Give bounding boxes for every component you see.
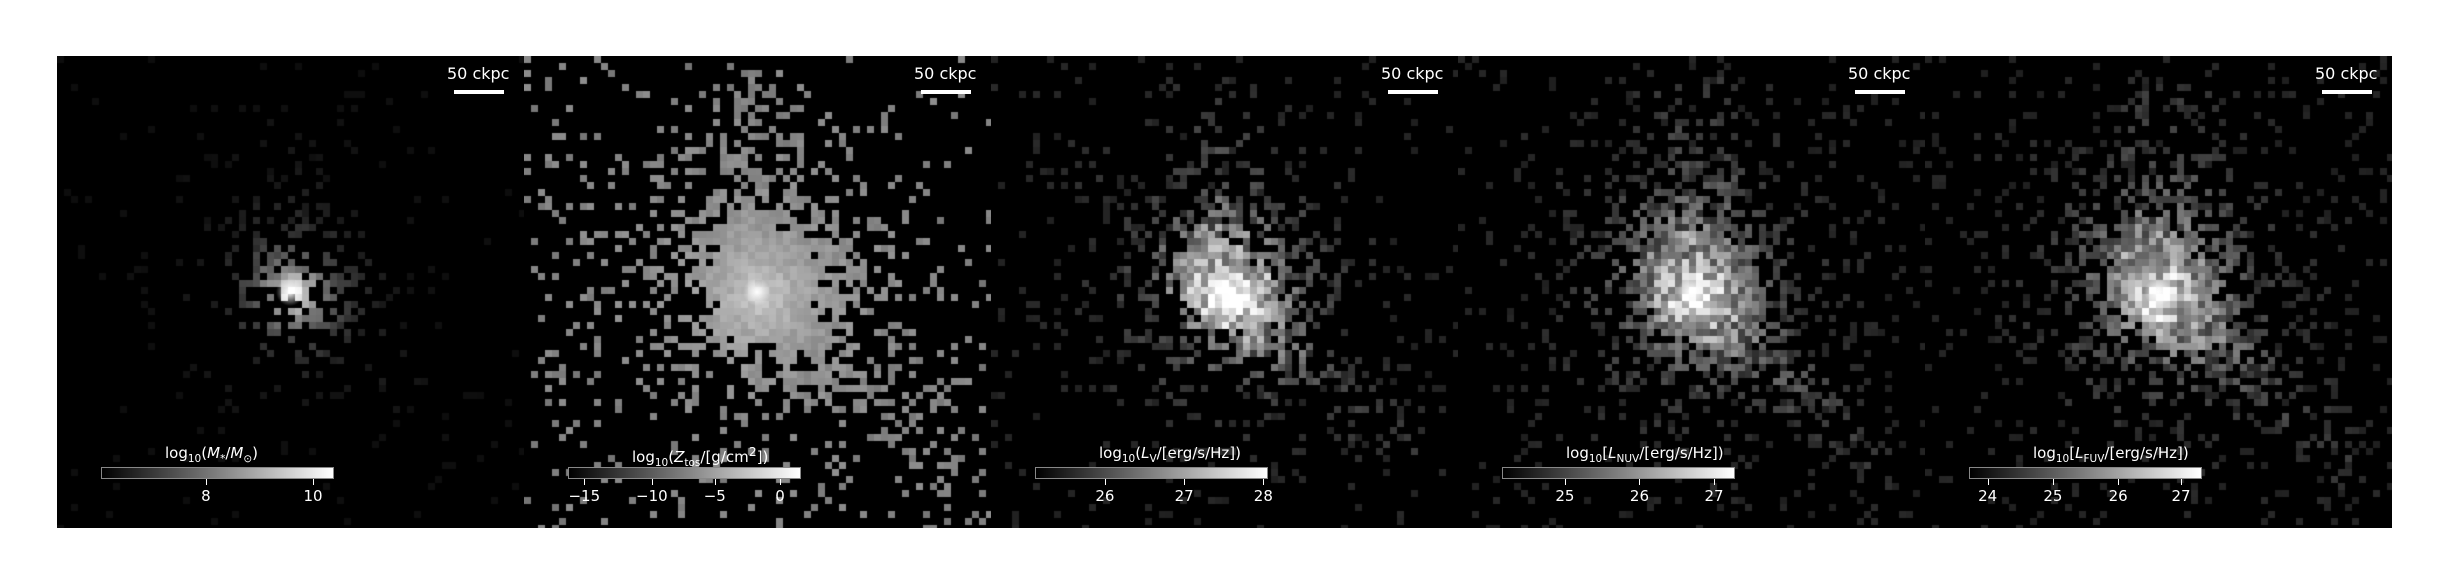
colorbar-tick-label: 25: [1555, 487, 1575, 505]
scalebar-line: [1855, 90, 1905, 94]
scalebar-line: [921, 90, 971, 94]
colorbar-tick: [714, 479, 716, 485]
galaxy-map-image: [57, 56, 524, 528]
galaxy-map-image: [991, 56, 1458, 528]
colorbar-tick: [651, 479, 653, 485]
scalebar-line: [454, 90, 504, 94]
map-panel-5: 50 ckpc log10[LFUV/[erg/s/Hz]) 24 25 26 27: [1925, 56, 2392, 528]
colorbar-tick-label: −5: [703, 487, 726, 505]
galaxy-map-image: [1925, 56, 2392, 528]
colorbar-tick: [1263, 479, 1265, 485]
colorbar-tick-label: 8: [201, 487, 211, 505]
colorbar-tick: [780, 479, 782, 485]
map-panel-2: 50 ckpc log10(Ztos/[g/cm2]) −15 −10 −5 0: [524, 56, 991, 528]
colorbar-tick-label: 24: [1978, 487, 1998, 505]
scalebar-label: 50 ckpc: [1381, 64, 1444, 83]
colorbar-label: log10(Ztos/[g/cm2]): [632, 444, 769, 469]
colorbar-tick: [1987, 479, 1989, 485]
colorbar: [1035, 467, 1268, 479]
scalebar-label: 50 ckpc: [914, 64, 977, 83]
map-panel-3: 50 ckpc log10(LV/[erg/s/Hz]) 26 27 28: [991, 56, 1458, 528]
colorbar-tick-label: 27: [1174, 487, 1194, 505]
colorbar-tick-label: 25: [2043, 487, 2063, 505]
colorbar-tick-label: 26: [2108, 487, 2128, 505]
scalebar-line: [1388, 90, 1438, 94]
colorbar: [568, 467, 801, 479]
colorbar-tick: [1184, 479, 1186, 485]
colorbar-tick: [205, 479, 207, 485]
scalebar-label: 50 ckpc: [2315, 64, 2378, 83]
colorbar: [101, 467, 334, 479]
galaxy-map-image: [524, 56, 991, 528]
colorbar-tick: [584, 479, 586, 485]
colorbar-label: log10[LFUV/[erg/s/Hz]): [2033, 444, 2189, 465]
colorbar-tick: [1564, 479, 1566, 485]
colorbar-tick-label: 27: [2171, 487, 2191, 505]
colorbar: [1969, 467, 2202, 479]
map-panel-1: 50 ckpc log10(M*/M⊙) 8 10: [57, 56, 524, 528]
map-panel-4: 50 ckpc log10[LNUV/[erg/s/Hz]) 25 26 27: [1458, 56, 1925, 528]
colorbar-tick: [2118, 479, 2120, 485]
scalebar-line: [2322, 90, 2372, 94]
colorbar-tick: [1104, 479, 1106, 485]
colorbar: [1502, 467, 1735, 479]
scalebar-label: 50 ckpc: [1848, 64, 1911, 83]
scalebar-label: 50 ckpc: [447, 64, 510, 83]
colorbar-label: log10(M*/M⊙): [165, 444, 258, 465]
colorbar-tick: [1714, 479, 1716, 485]
colorbar-tick-label: 26: [1629, 487, 1650, 505]
colorbar-tick-label: 0: [775, 487, 785, 505]
colorbar-tick-label: 26: [1095, 487, 1115, 505]
colorbar-label: log10[LNUV/[erg/s/Hz]): [1566, 444, 1724, 465]
colorbar-tick-label: 28: [1253, 487, 1273, 505]
colorbar-tick: [2052, 479, 2054, 485]
galaxy-map-image: [1458, 56, 1925, 528]
colorbar-tick-label: −10: [636, 487, 668, 505]
colorbar-label: log10(LV/[erg/s/Hz]): [1099, 444, 1241, 465]
colorbar-tick-label: −15: [568, 487, 601, 505]
colorbar-tick: [1639, 479, 1641, 485]
colorbar-tick-label: 10: [303, 487, 323, 505]
colorbar-tick: [2181, 479, 2183, 485]
colorbar-tick: [313, 479, 315, 485]
colorbar-tick-label: 27: [1704, 487, 1724, 505]
